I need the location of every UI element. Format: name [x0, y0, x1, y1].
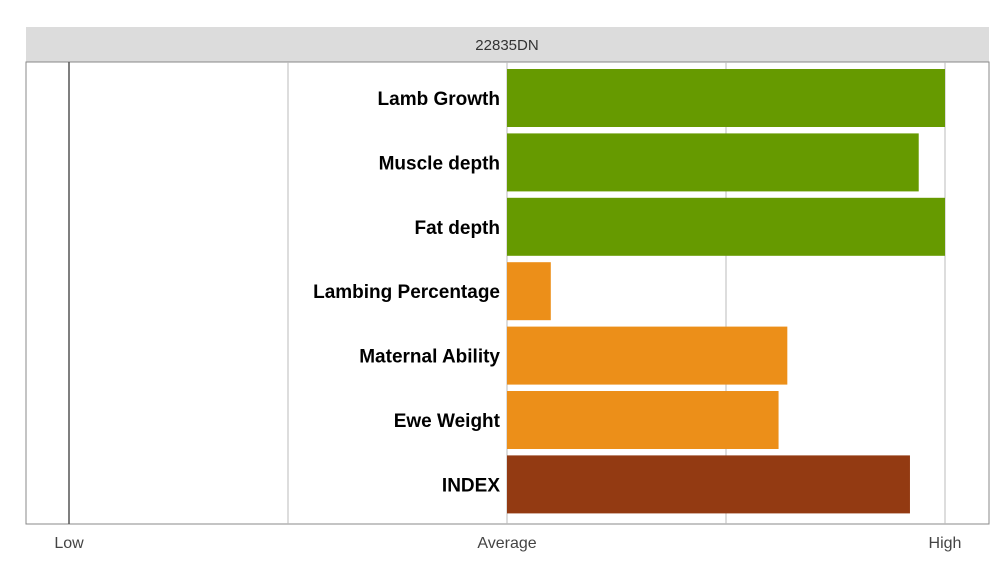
category-labels: Lamb Growth Muscle depth Fat depth Lambing …: [313, 89, 501, 496]
x-axis-tick-labels: Low Average High: [54, 535, 961, 552]
bar-maternal-ability: [507, 326, 788, 385]
category-label: Fat depth: [415, 218, 501, 239]
bar-index: [507, 455, 910, 514]
bar-lambing-percentage: [507, 262, 551, 321]
x-tick-label: Low: [54, 535, 84, 552]
x-tick-label: High: [929, 535, 962, 552]
category-label: Lamb Growth: [378, 89, 500, 110]
title-bar: [26, 27, 989, 62]
bar-ewe-weight: [507, 391, 779, 449]
category-label: INDEX: [442, 475, 500, 496]
category-label: Ewe Weight: [394, 411, 501, 432]
x-tick-label: Average: [477, 535, 536, 552]
bar-lamb-growth: [507, 69, 945, 127]
bars: [507, 69, 945, 514]
category-label: Maternal Ability: [359, 347, 500, 368]
chart-title: 22835DN: [475, 37, 538, 54]
category-label: Muscle depth: [379, 153, 500, 174]
category-label: Lambing Percentage: [313, 282, 500, 303]
bar-muscle-depth: [507, 133, 919, 192]
bar-fat-depth: [507, 197, 945, 256]
